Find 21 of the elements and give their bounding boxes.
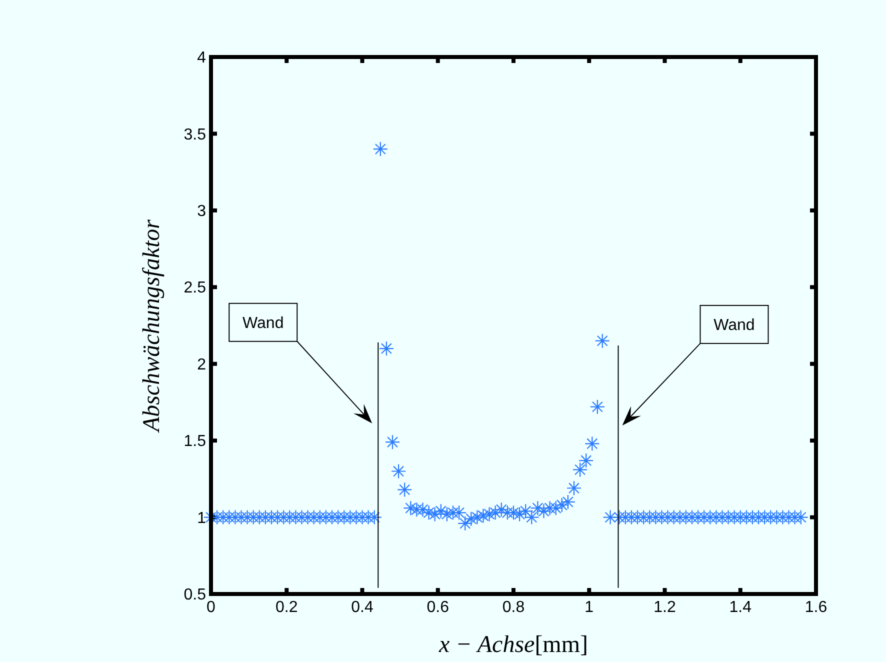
x-tick-label: 1.2 xyxy=(654,599,676,616)
x-axis-title: x − Achse[mm] xyxy=(438,632,588,658)
x-tick-label: 1.6 xyxy=(804,599,828,616)
y-tick-label: 0.5 xyxy=(184,586,206,604)
y-tick-label: 3 xyxy=(197,203,206,220)
y-tick-label: 1 xyxy=(197,510,206,527)
x-tick-label: 1.4 xyxy=(729,599,752,616)
y-tick-label: 3.5 xyxy=(184,126,206,144)
y-tick-label: 1.5 xyxy=(184,433,206,450)
annotation: Wand xyxy=(242,314,284,332)
x-tick-label: 0 xyxy=(206,599,216,616)
y-axis-title: Abschwächungsfaktor xyxy=(139,218,165,434)
x-tick-label: 0.2 xyxy=(276,599,298,616)
x-tick-label: 0.4 xyxy=(351,599,374,616)
y-tick-label: 4 xyxy=(197,50,206,67)
annotation: Wand xyxy=(714,317,755,334)
x-tick-label: 0.6 xyxy=(426,599,450,616)
x-tick-label: 0.8 xyxy=(502,599,525,616)
y-tick-label: 2 xyxy=(197,356,206,374)
x-tick-label: 1 xyxy=(584,599,594,616)
y-tick-label: 2.5 xyxy=(184,280,206,297)
